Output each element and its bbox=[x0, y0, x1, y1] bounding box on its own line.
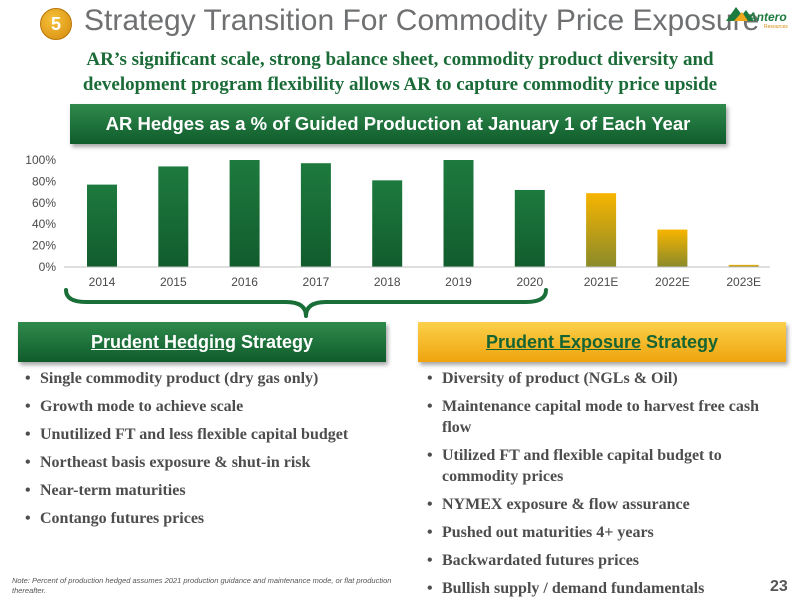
subtitle-line-2: development program flexibility allows A… bbox=[82, 74, 718, 95]
bar-2017 bbox=[300, 163, 331, 267]
x-tick-label: 2017 bbox=[303, 275, 330, 289]
list-item: NYMEX exposure & flow assurance bbox=[426, 494, 788, 515]
bar-2021E bbox=[586, 193, 617, 267]
list-item: Near-term maturities bbox=[24, 480, 394, 501]
list-item: Pushed out maturities 4+ years bbox=[426, 522, 788, 543]
logo-subtext: Resources bbox=[764, 24, 788, 30]
subtitle-line-1: AR’s significant scale, strong balance s… bbox=[86, 49, 714, 70]
section-badge: 5 bbox=[40, 8, 72, 40]
y-tick-label: 60% bbox=[32, 196, 56, 210]
bar-2016 bbox=[229, 160, 260, 267]
prudent-exposure-banner: Prudent Exposure Strategy bbox=[418, 322, 786, 362]
list-item: Utilized FT and flexible capital budget … bbox=[426, 445, 788, 487]
chart-title-banner: AR Hedges as a % of Guided Production at… bbox=[70, 104, 726, 144]
y-tick-label: 0% bbox=[39, 260, 57, 274]
list-item: Northeast basis exposure & shut-in risk bbox=[24, 452, 394, 473]
page-number: 23 bbox=[770, 578, 788, 595]
antero-logo: Antero Resources bbox=[726, 7, 788, 30]
list-item: Contango futures prices bbox=[24, 508, 394, 529]
bar-2018 bbox=[372, 180, 403, 267]
x-tick-label: 2018 bbox=[374, 275, 401, 289]
bar-2014 bbox=[87, 184, 117, 267]
x-tick-label: 2023E bbox=[726, 275, 761, 289]
y-tick-label: 20% bbox=[32, 239, 56, 253]
x-tick-label: 2021E bbox=[584, 275, 619, 289]
list-item: Unutilized FT and less flexible capital … bbox=[24, 424, 394, 445]
list-item: Bullish supply / demand fundamentals bbox=[426, 578, 788, 599]
exposure-bullet-list: Diversity of product (NGLs & Oil) Mainte… bbox=[426, 368, 788, 606]
logo-text: Antero bbox=[747, 10, 787, 24]
slide-title: Strategy Transition For Commodity Price … bbox=[84, 4, 760, 37]
x-tick-label: 2015 bbox=[160, 275, 187, 289]
hedge-bar-chart: 0%20%40%60%80%100% 2014 2015 2016 2017 2018 2… bbox=[25, 153, 770, 289]
exposure-banner-rest: Strategy bbox=[641, 332, 719, 352]
x-tick-label: 2020 bbox=[516, 275, 543, 289]
list-item: Diversity of product (NGLs & Oil) bbox=[426, 368, 788, 389]
footnote: Note: Percent of production hedged assum… bbox=[12, 576, 392, 595]
bar-2020 bbox=[514, 189, 545, 267]
exposure-banner-underlined: Prudent Exposure bbox=[485, 332, 641, 352]
hedging-banner-underlined: Prudent Hedging bbox=[90, 332, 236, 352]
hedging-banner-rest: Strategy bbox=[235, 332, 314, 352]
x-tick-label: 2014 bbox=[89, 275, 116, 289]
bars bbox=[87, 160, 759, 267]
y-tick-label: 40% bbox=[32, 217, 56, 231]
prudent-hedging-banner: Prudent Hedging Strategy bbox=[18, 322, 386, 362]
hedging-bullet-list: Single commodity product (dry gas only) … bbox=[24, 368, 394, 536]
x-tick-label: 2022E bbox=[655, 275, 690, 289]
grouping-brace bbox=[64, 288, 548, 318]
x-tick-label: 2016 bbox=[231, 275, 258, 289]
y-tick-label: 100% bbox=[25, 153, 56, 167]
x-tick-label: 2019 bbox=[445, 275, 472, 289]
y-axis: 0% 20% 40% 60% 80% 100% bbox=[25, 153, 56, 274]
list-item: Single commodity product (dry gas only) bbox=[24, 368, 394, 389]
bar-2022E bbox=[657, 229, 688, 267]
list-item: Maintenance capital mode to harvest free… bbox=[426, 396, 788, 438]
list-item: Backwardated futures prices bbox=[426, 550, 788, 571]
list-item: Growth mode to achieve scale bbox=[24, 396, 394, 417]
bar-2015 bbox=[158, 166, 189, 267]
slide-subtitle: AR’s significant scale, strong balance s… bbox=[20, 47, 780, 97]
y-tick-label: 80% bbox=[32, 174, 56, 188]
bar-2019 bbox=[443, 160, 474, 267]
bar-2023E bbox=[728, 264, 759, 267]
x-axis: 2014 2015 2016 2017 2018 2019 2020 2021E 2022E 20… bbox=[64, 266, 770, 289]
